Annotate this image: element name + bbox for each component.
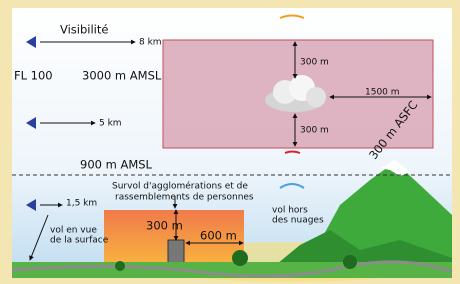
urban-title: Survol d'agglomérations et de xyxy=(112,181,248,192)
tree xyxy=(115,261,125,271)
tree xyxy=(343,255,357,269)
visibility-title: Visibilité xyxy=(60,23,108,37)
clearance-label: 300 m xyxy=(300,58,329,68)
tree xyxy=(232,250,248,266)
clearance-label: 300 m xyxy=(300,126,329,136)
note: vol hors xyxy=(272,206,308,216)
clearance-label: 1500 m xyxy=(365,88,400,98)
note: de la surface xyxy=(50,236,109,246)
urban-distance: 600 m xyxy=(200,229,237,243)
flight-level: FL 100 xyxy=(14,69,53,83)
range-label: 8 km xyxy=(139,38,162,48)
airspace-diagram: Visibilité 8 km 5 km 1,5 km FL 100 3000 … xyxy=(0,0,460,284)
range-label: 5 km xyxy=(99,119,122,129)
urban-height: 300 m xyxy=(146,219,183,233)
altitude-label: 3000 m AMSL xyxy=(82,69,162,83)
note: vol en vue xyxy=(50,226,97,236)
urban-title: rassemblements de personnes xyxy=(115,193,254,203)
altitude-label: 900 m AMSL xyxy=(80,158,153,172)
note: des nuages xyxy=(272,216,324,226)
range-label: 1,5 km xyxy=(66,199,97,209)
